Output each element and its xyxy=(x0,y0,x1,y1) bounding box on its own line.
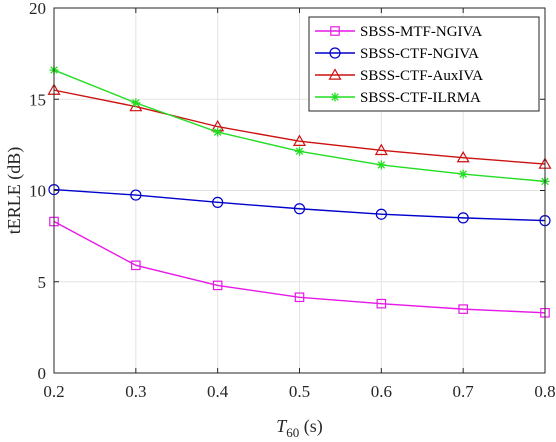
data-point xyxy=(130,189,142,201)
legend-swatch-marker xyxy=(329,47,341,59)
legend: SBSS-MTF-NGIVA SBSS-CTF-NGIVA SBSS-CTF-Aux… xyxy=(308,16,540,112)
legend-swatch-marker xyxy=(328,68,342,80)
data-point xyxy=(292,134,307,146)
x-tick-label: 0.4 xyxy=(207,382,229,401)
data-point xyxy=(212,196,224,208)
data-point xyxy=(212,280,223,291)
data-point xyxy=(456,150,470,163)
y-tick-label: 20 xyxy=(29,0,46,18)
x-tick-label: 0.5 xyxy=(289,382,310,401)
legend-entry: SBSS-MTF-NGIVA xyxy=(315,24,482,40)
x-tick-label: 0.8 xyxy=(534,382,555,401)
y-axis-label: tERLE (dB) xyxy=(4,147,25,235)
axis-ticks: 0.2 0.3 0.4 0.5 0.6 0.7 0.8 0 5 10 15 20 xyxy=(29,0,556,401)
data-point xyxy=(295,146,304,156)
series-layer xyxy=(47,65,552,318)
data-point xyxy=(213,127,223,137)
data-point xyxy=(293,203,306,215)
data-point xyxy=(458,304,468,314)
data-point xyxy=(376,160,386,170)
data-point xyxy=(458,169,468,179)
y-tick-label: 15 xyxy=(29,90,46,109)
legend-entry: SBSS-CTF-NGIVA xyxy=(315,46,479,62)
series-line xyxy=(53,188,546,222)
data-point xyxy=(294,292,305,303)
x-tick-label: 0.2 xyxy=(43,382,64,401)
legend-label: SBSS-MTF-NGIVA xyxy=(360,24,482,40)
data-point xyxy=(131,98,141,108)
data-point xyxy=(131,260,141,271)
legend-entry: SBSS-CTF-ILRMA xyxy=(315,90,481,106)
legend-swatch-marker xyxy=(330,92,340,102)
data-point xyxy=(375,208,387,220)
x-tick-label: 0.3 xyxy=(125,382,146,401)
legend-entry: SBSS-CTF-AuxIVA xyxy=(315,68,483,84)
legend-swatch-marker xyxy=(330,26,340,36)
y-tick-label: 10 xyxy=(29,182,46,201)
x-axis-label-main: T xyxy=(276,416,288,436)
legend-label: SBSS-CTF-NGIVA xyxy=(360,46,479,62)
x-axis-label: T60 (s) xyxy=(276,416,323,440)
x-axis-label-subscript: 60 xyxy=(286,425,299,440)
legend-box xyxy=(308,16,540,112)
data-point xyxy=(376,298,387,309)
legend-label: SBSS-CTF-AuxIVA xyxy=(360,68,483,84)
legend-label: SBSS-CTF-ILRMA xyxy=(360,90,481,106)
x-axis-label-unit: (s) xyxy=(299,416,323,437)
x-tick-label: 0.7 xyxy=(453,382,475,401)
series-line xyxy=(53,220,546,314)
data-point xyxy=(457,212,469,224)
y-tick-label: 0 xyxy=(38,364,47,383)
y-tick-label: 5 xyxy=(38,273,47,292)
x-tick-label: 0.6 xyxy=(371,382,392,401)
data-point xyxy=(374,143,388,156)
